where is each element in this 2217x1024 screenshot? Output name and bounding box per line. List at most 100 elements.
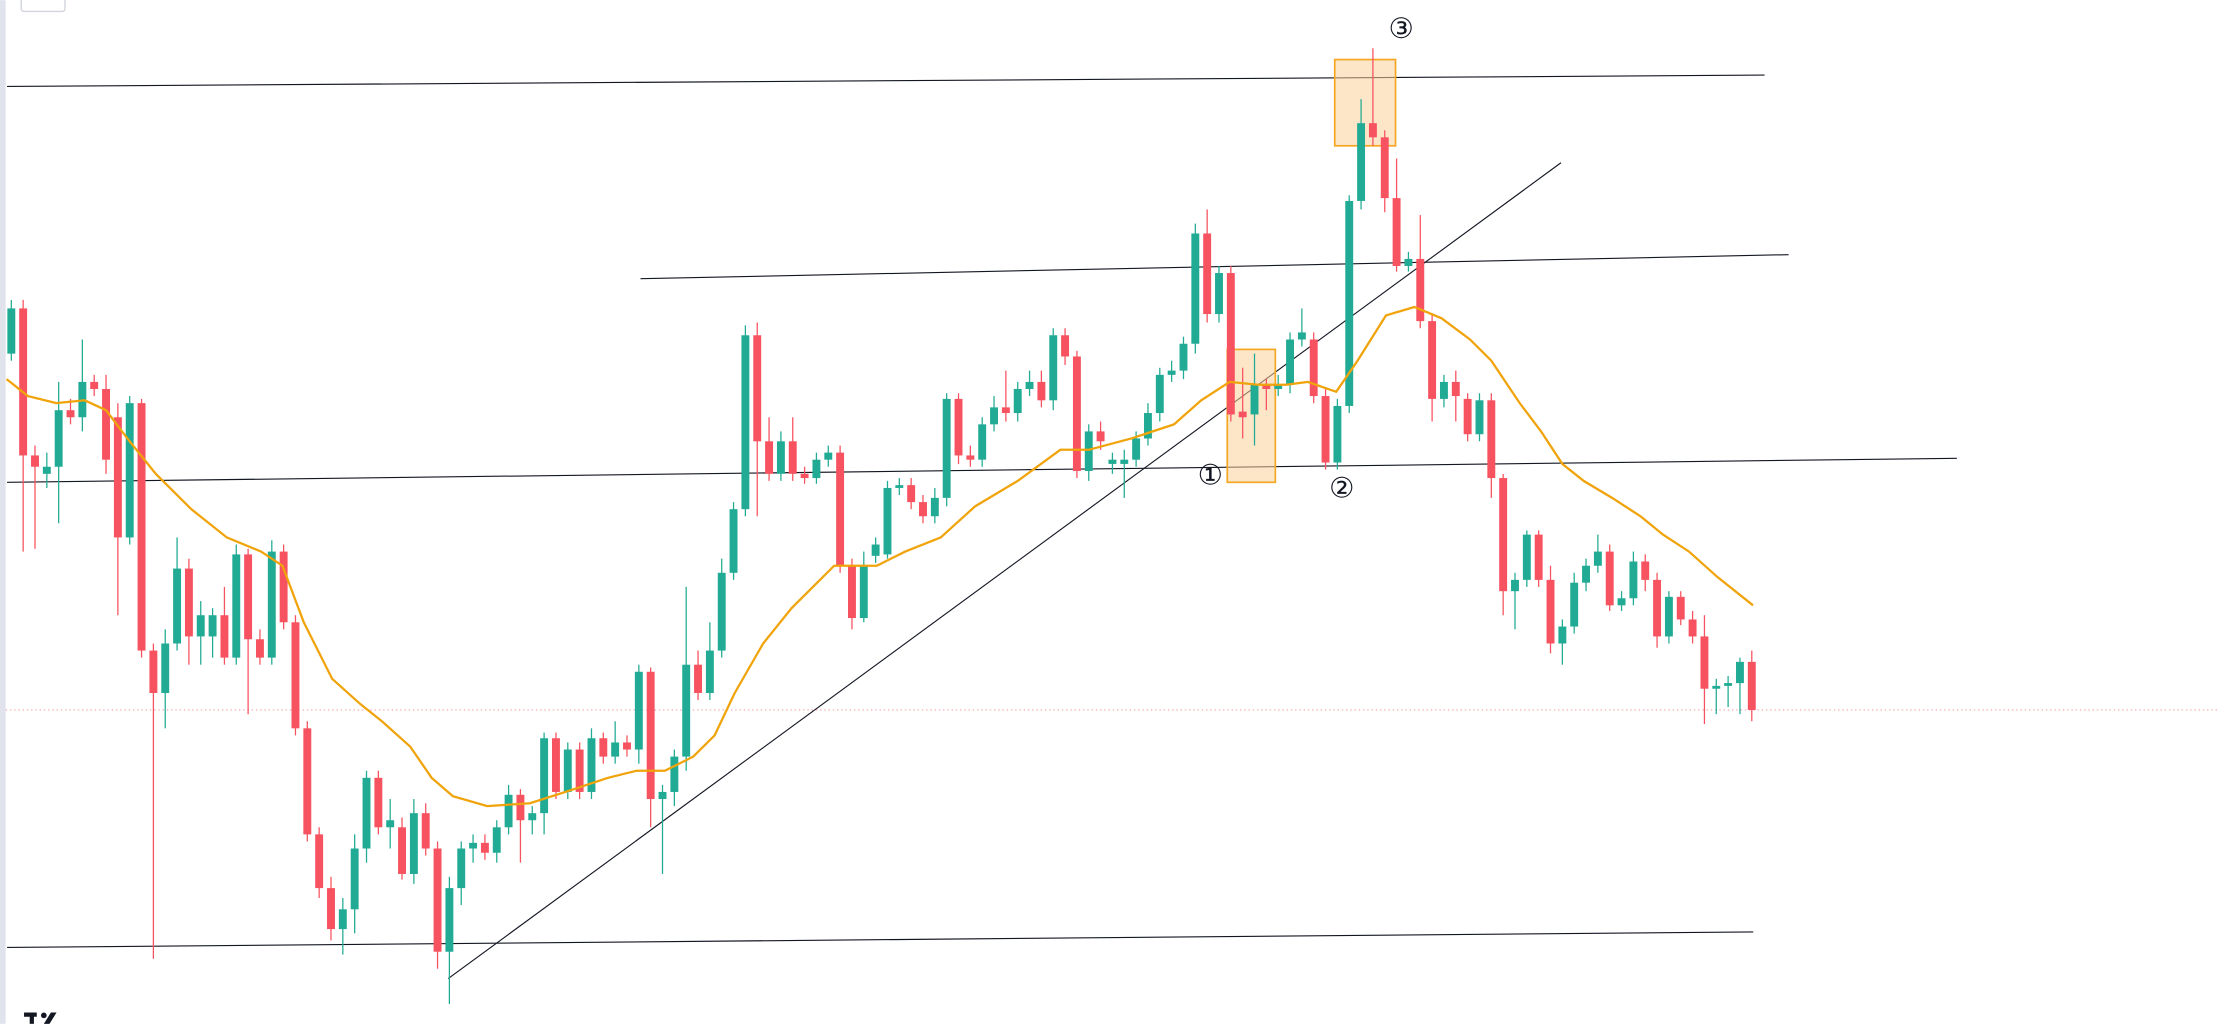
candle-body <box>1511 579 1519 592</box>
candle-body <box>457 848 466 889</box>
candle-body <box>1096 431 1105 442</box>
candle-body <box>1238 411 1247 418</box>
candle-body <box>1226 273 1235 415</box>
candle-body <box>682 664 691 757</box>
candle-body <box>1072 356 1081 471</box>
candle-body <box>1676 596 1685 620</box>
candle-body <box>824 452 833 460</box>
candle-body <box>907 485 916 503</box>
candle-body <box>599 738 608 757</box>
candle-body <box>587 738 596 792</box>
candle-body <box>1570 582 1579 627</box>
candle-body <box>1392 198 1401 266</box>
candle-body <box>1428 321 1437 399</box>
candle-body <box>859 565 868 619</box>
candle-body <box>137 403 146 651</box>
candle-body <box>1499 478 1508 592</box>
candle-body <box>847 565 856 619</box>
candle-body <box>1664 596 1673 637</box>
annotation: ③ <box>1389 12 1414 45</box>
candle-body <box>1143 413 1152 439</box>
candle-body <box>1653 579 1662 637</box>
toolbar-button[interactable] <box>20 0 66 13</box>
candle-body <box>31 455 39 467</box>
candle-body <box>303 728 312 835</box>
candle-body <box>409 813 418 874</box>
candle-body <box>1641 561 1650 580</box>
candle-body <box>812 459 821 479</box>
candle-body <box>386 820 395 828</box>
candles <box>5 48 1756 1005</box>
annotation: ② <box>1329 471 1354 504</box>
candle-body <box>978 424 987 460</box>
candle-body <box>173 568 182 644</box>
candle-body <box>646 671 655 800</box>
candle-body <box>149 650 158 693</box>
candle-body <box>1404 258 1413 266</box>
candle-body <box>220 615 229 658</box>
candle-body <box>966 455 975 460</box>
candle-body <box>196 615 205 637</box>
candle-body <box>800 473 809 479</box>
candle-body <box>1712 685 1721 689</box>
candle-body <box>1179 343 1188 371</box>
candle-body <box>776 441 785 474</box>
candle-body <box>1262 384 1271 389</box>
candle-body <box>54 410 63 467</box>
candle-body <box>623 742 631 750</box>
candle-body <box>1368 123 1377 138</box>
candle-body <box>1546 579 1555 644</box>
candle-body <box>1534 534 1543 580</box>
candle-body <box>741 335 750 510</box>
candle-body <box>1321 396 1330 463</box>
candle-body <box>1013 388 1022 414</box>
candle-body <box>551 738 560 792</box>
candle-body <box>1416 258 1425 322</box>
candle-body <box>705 650 714 693</box>
candle-body <box>1747 661 1756 710</box>
candle-body <box>1451 381 1460 397</box>
candle-body <box>161 643 170 693</box>
candle-body <box>1463 398 1472 435</box>
candle-body <box>717 572 726 651</box>
candle-body <box>433 848 442 952</box>
candle-body <box>492 827 501 853</box>
candle-body <box>1617 598 1626 606</box>
candle-body <box>788 441 797 474</box>
highlight-box <box>1226 348 1277 484</box>
candle-body <box>315 834 324 889</box>
candle-body <box>291 622 300 729</box>
candle-body <box>611 742 620 757</box>
candle-body <box>1037 381 1046 401</box>
candle-body <box>480 842 489 853</box>
candle-body <box>930 497 939 517</box>
candle-body <box>1629 561 1638 599</box>
candle-body <box>942 398 951 498</box>
candle-body <box>1475 400 1484 435</box>
horizontal-ray <box>7 931 1754 949</box>
left-edge <box>0 0 6 1024</box>
candle-body <box>1380 137 1389 199</box>
candle-body <box>990 407 998 425</box>
candle-body <box>374 777 383 828</box>
candle-body <box>883 487 892 555</box>
candle-body <box>871 544 880 556</box>
candle-body <box>125 403 134 538</box>
candle-body <box>1688 619 1697 637</box>
candle-body <box>19 308 28 456</box>
candle-body <box>1286 339 1294 385</box>
candle-body <box>1274 384 1283 389</box>
candle-body <box>1191 233 1200 344</box>
candle-body <box>1724 683 1733 686</box>
candle-body <box>1309 339 1318 397</box>
candle-body <box>421 813 430 849</box>
highlight-box <box>1333 58 1397 147</box>
candle-body <box>1155 374 1164 414</box>
candle-body <box>350 848 359 910</box>
candle-body <box>670 756 679 792</box>
candle-body <box>836 452 845 566</box>
candle-body <box>1345 200 1354 406</box>
candle-body <box>362 777 371 849</box>
candle-body <box>1215 273 1223 315</box>
